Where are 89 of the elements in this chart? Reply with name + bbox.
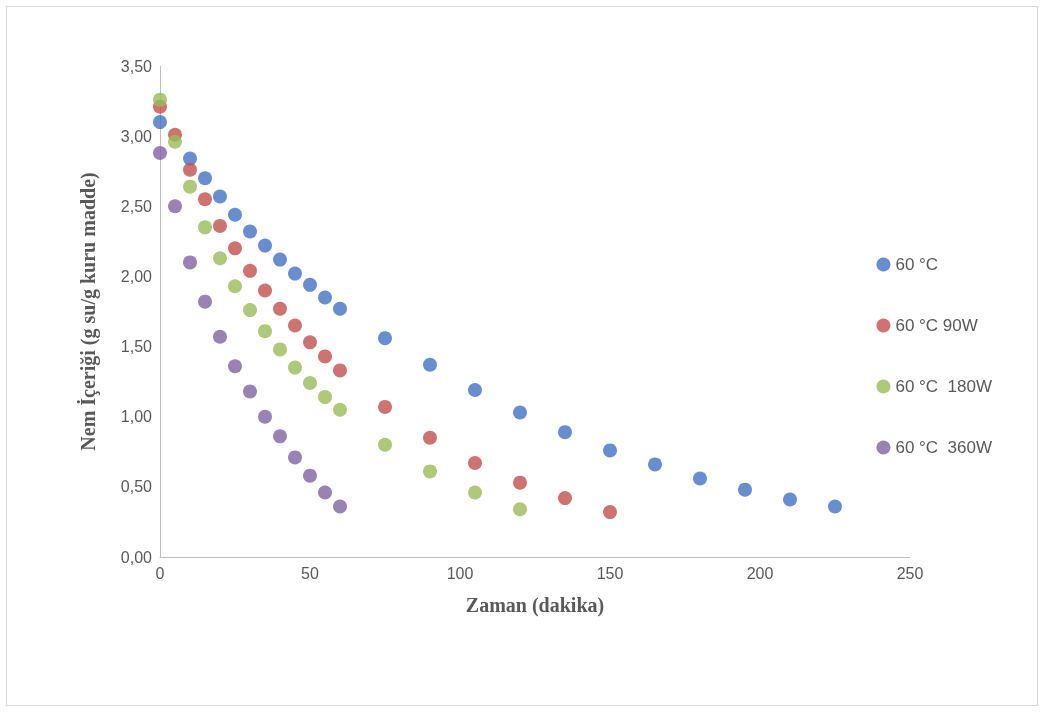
point (153, 145, 167, 160)
point (273, 342, 287, 357)
point (243, 384, 257, 399)
point (603, 443, 617, 458)
point (273, 301, 287, 316)
point (288, 360, 302, 375)
point (303, 335, 317, 350)
y-tick-label: 0,50 (120, 478, 153, 496)
point (273, 429, 287, 444)
point (288, 266, 302, 281)
point (198, 294, 212, 309)
point (198, 220, 212, 235)
legend-label: 60 °C 180W (895, 377, 993, 396)
point (243, 224, 257, 239)
y-tick-label: 3,00 (120, 127, 153, 145)
point (198, 171, 212, 186)
point (183, 162, 197, 177)
point (183, 179, 197, 194)
point (318, 390, 332, 405)
point (273, 252, 287, 267)
point (513, 405, 527, 420)
y-axis-title: Nem İçeriği (g su/g kuru madde) (76, 172, 100, 451)
point (513, 475, 527, 490)
point (213, 329, 227, 344)
point (183, 255, 197, 270)
point (468, 456, 482, 470)
x-tick-label: 100 (446, 564, 474, 582)
point (423, 357, 437, 372)
y-tick-label: 0,00 (120, 548, 153, 566)
point (333, 402, 347, 417)
point (468, 383, 482, 398)
point (318, 290, 332, 305)
point (333, 301, 347, 316)
point (558, 491, 572, 506)
point (303, 468, 317, 483)
point (243, 303, 257, 318)
point (258, 324, 272, 339)
x-tick-label: 150 (596, 564, 624, 582)
point (258, 283, 272, 298)
legend-label: 60 °C (895, 255, 939, 274)
x-axis-title: Zaman (dakika) (465, 594, 605, 617)
point (333, 363, 347, 378)
point (603, 505, 617, 520)
y-tick-label: 1,00 (120, 408, 153, 426)
point (168, 199, 182, 214)
point (168, 134, 182, 149)
point (333, 499, 347, 514)
point (693, 471, 707, 486)
y-tick-label: 1,50 (120, 338, 153, 356)
point (258, 409, 272, 424)
point (228, 279, 242, 294)
point (243, 263, 257, 278)
point (378, 399, 392, 414)
point (828, 499, 842, 514)
point (213, 251, 227, 266)
point (318, 485, 332, 500)
point (228, 207, 242, 222)
point (198, 192, 212, 207)
point (213, 189, 227, 204)
point (378, 437, 392, 452)
x-tick-label: 0 (155, 564, 165, 582)
point (228, 241, 242, 256)
point (513, 502, 527, 517)
legend-label: 60 °C 90W (895, 316, 978, 335)
point (303, 277, 317, 292)
y-tick-label: 2,50 (120, 197, 153, 215)
point (288, 318, 302, 333)
y-tick-label: 3,50 (120, 57, 153, 75)
point (303, 376, 317, 391)
x-tick-label: 250 (896, 564, 924, 582)
point (423, 464, 437, 479)
point (213, 218, 227, 233)
point (423, 430, 437, 445)
point (648, 457, 662, 472)
x-tick-label: 200 (746, 564, 774, 582)
x-tick-label: 50 (301, 564, 319, 582)
point (153, 115, 167, 130)
point (468, 485, 482, 500)
point (318, 349, 332, 364)
legend-label: 60 °C 360W (895, 438, 993, 457)
point (228, 359, 242, 374)
point (288, 450, 302, 465)
point (738, 482, 752, 497)
point (783, 492, 797, 507)
point (558, 425, 572, 440)
y-tick-label: 2,00 (120, 267, 153, 285)
point (153, 92, 167, 107)
point (258, 238, 272, 253)
point (378, 331, 392, 346)
